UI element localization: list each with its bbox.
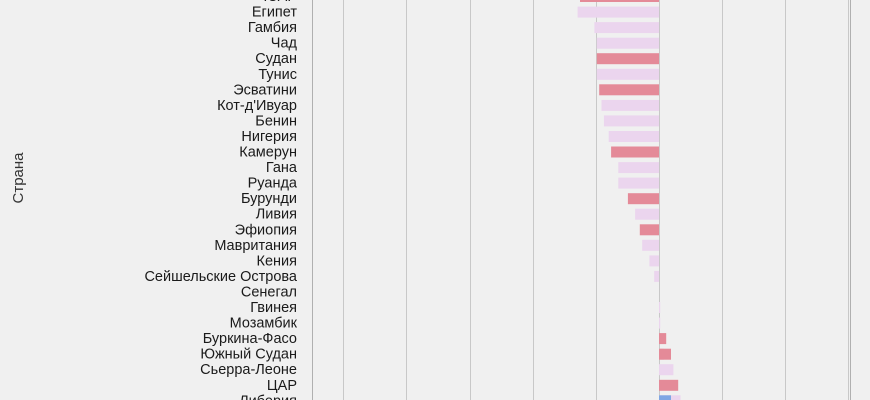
y-tick-label: Буркина-Фасо <box>203 331 297 347</box>
bar-light-18 <box>654 270 659 282</box>
bar-light-11 <box>618 162 659 174</box>
bars <box>577 0 681 400</box>
bar-light-16 <box>642 239 659 251</box>
y-tick-label: Южный Судан <box>200 347 297 363</box>
y-axis-label: Страна <box>10 152 27 204</box>
y-tick-label: Эсватини <box>233 82 297 98</box>
y-tick-label: Руанда <box>248 176 298 192</box>
y-tick-label: Эфиопия <box>235 222 297 238</box>
bar-light-9 <box>608 131 659 142</box>
y-tick-label: Камерун <box>239 145 297 161</box>
y-tick-label: Египет <box>252 5 297 21</box>
grid-lines <box>312 0 851 400</box>
y-tick-label: Чад <box>271 36 298 52</box>
bar-main-22 <box>659 333 667 345</box>
bar-light-14 <box>635 208 659 220</box>
y-tick-label: Тунис <box>258 67 297 83</box>
y-tick-label: ЮАР <box>263 0 297 5</box>
y-tick-label: Кения <box>257 253 297 269</box>
y-tick-label: Бурунди <box>241 191 297 207</box>
y-tick-label: Сейшельские Острова <box>144 269 297 285</box>
bar-light-21 <box>659 317 661 329</box>
bar-light-1 <box>577 6 659 18</box>
bar-light-20 <box>659 302 661 313</box>
y-tick-label: Либерия <box>239 393 297 400</box>
y-tick-label: Гана <box>266 160 298 176</box>
y-tick-label: Ливия <box>256 207 297 223</box>
y-tick-label: Мавритания <box>214 238 297 254</box>
y-tick-label: Гвинея <box>250 300 297 316</box>
bar-light-3 <box>596 37 659 49</box>
bar-light-12 <box>618 177 659 189</box>
y-tick-label: Нигерия <box>241 129 297 145</box>
bar-main-6 <box>599 84 659 96</box>
y-tick-label: Мозамбик <box>230 316 298 332</box>
y-tick-label: Бенин <box>255 113 297 129</box>
bar-main-15 <box>639 224 659 236</box>
bar-main-23 <box>659 348 671 360</box>
bar-main-10 <box>611 146 659 158</box>
y-tick-labels: ЮАРЕгипетГамбияЧадСуданТунисЭсватиниКот-… <box>144 0 297 400</box>
bar-light-24 <box>659 364 674 376</box>
bar-light-5 <box>596 68 659 80</box>
y-tick-label: Сьерра-Леоне <box>200 362 297 378</box>
bar-main-26 <box>659 395 671 400</box>
y-tick-label: Сенегал <box>241 284 297 300</box>
y-tick-label: Кот-д'Ивуар <box>217 98 297 114</box>
bar-main-4 <box>596 53 659 65</box>
bar-main-0 <box>580 0 659 2</box>
bar-light-2 <box>594 22 659 34</box>
bar-light-17 <box>649 255 659 267</box>
bar-main-25 <box>659 379 679 391</box>
bar-light-8 <box>603 115 659 127</box>
y-tick-label: Судан <box>255 51 297 67</box>
bar-main-13 <box>627 193 659 205</box>
y-tick-label: Гамбия <box>248 20 297 36</box>
y-tick-label: ЦАР <box>267 378 297 394</box>
bar-light-7 <box>601 99 659 111</box>
